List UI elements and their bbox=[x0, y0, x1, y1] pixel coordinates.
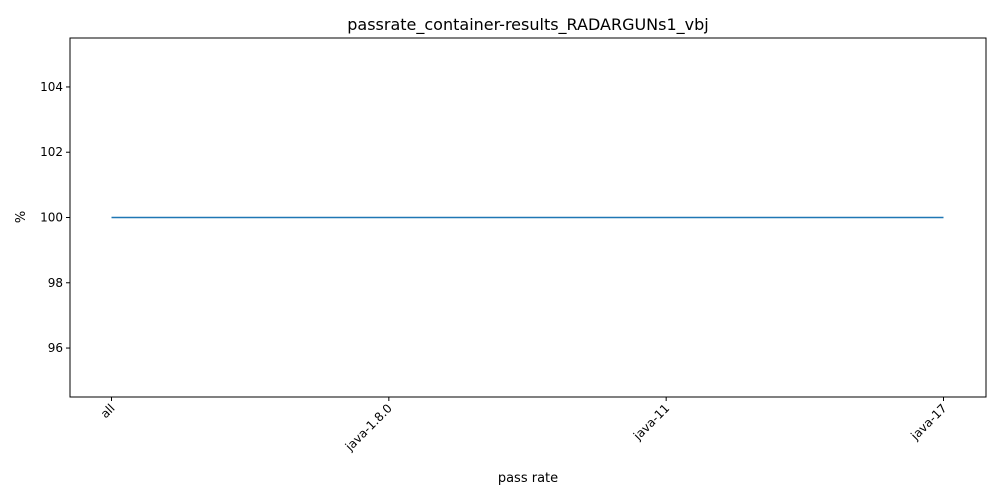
x-tick-label: java-11 bbox=[630, 401, 672, 443]
x-axis: all java-1.8.0 java-11 java-17 bbox=[98, 397, 950, 454]
y-axis-label: % bbox=[14, 211, 29, 223]
y-tick-label: 104 bbox=[40, 80, 63, 94]
x-tick-label: java-17 bbox=[907, 401, 949, 443]
y-tick-label: 100 bbox=[40, 211, 63, 225]
x-tick-label: java-1.8.0 bbox=[342, 401, 395, 454]
y-tick-label: 98 bbox=[48, 276, 63, 290]
y-axis: 96 98 100 102 104 bbox=[40, 80, 70, 355]
chart-title: passrate_container-results_RADARGUNs1_vb… bbox=[347, 15, 708, 35]
x-axis-label: pass rate bbox=[498, 471, 558, 486]
y-tick-label: 102 bbox=[40, 145, 63, 159]
x-tick-label: all bbox=[98, 401, 118, 421]
y-tick-label: 96 bbox=[48, 341, 63, 355]
